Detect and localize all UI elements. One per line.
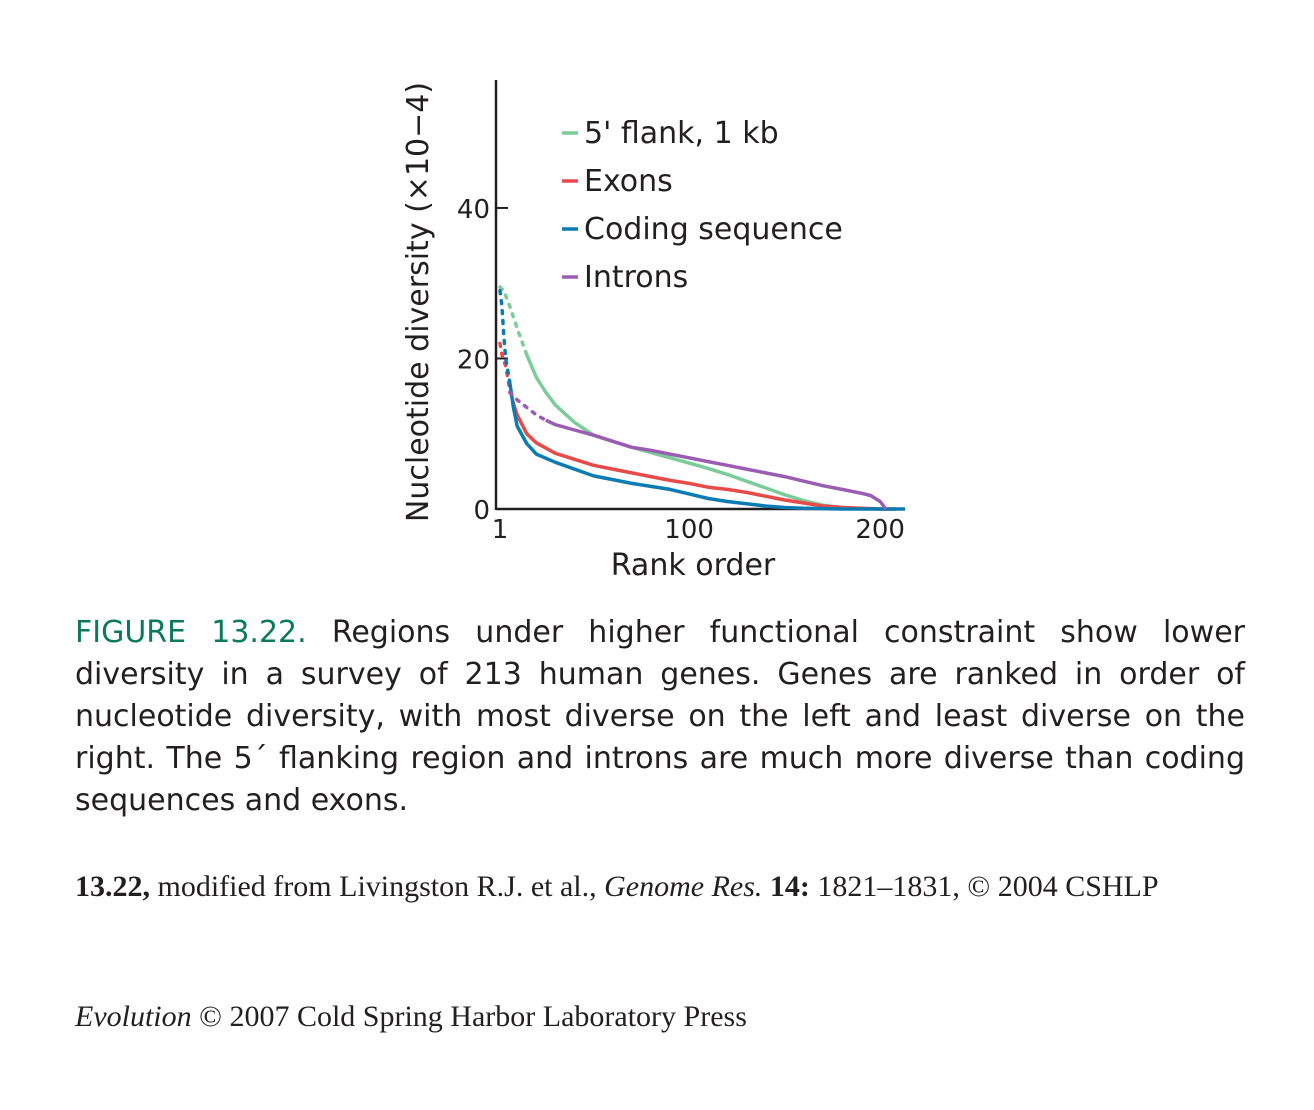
credit-journal: Genome Res.	[604, 870, 763, 903]
y-axis-label: Nucleotide diversity (×10−4)	[401, 82, 436, 522]
legend: 5' flank, 1 kb Exons Coding sequence Intron…	[562, 116, 843, 295]
footer-text: © 2007 Cold Spring Harbor Laboratory Pre…	[199, 1000, 747, 1033]
credit-text-after: 1821–1831, © 2004 CSHLP	[817, 870, 1159, 903]
legend-label: Exons	[584, 164, 673, 199]
y-tick-label: 40	[457, 195, 490, 225]
tick-group: 0 20 40 1 100 200	[457, 195, 905, 545]
series-0	[498, 285, 896, 511]
footer-copyright: Evolution © 2007 Cold Spring Harbor Labo…	[75, 996, 1245, 1038]
legend-label: Introns	[584, 260, 688, 295]
footer-book-title: Evolution	[75, 1000, 192, 1033]
x-tick-label: 200	[855, 515, 905, 545]
y-tick-label: 0	[473, 496, 490, 526]
credit-figure-number: 13.22,	[75, 870, 150, 903]
series-2	[498, 288, 905, 511]
caption-text: Regions under higher functional constrai…	[75, 615, 1245, 818]
series-line-dotted	[507, 390, 548, 422]
x-tick-label: 100	[664, 515, 714, 545]
credit-text-before: modified from Livingston R.J. et al.,	[157, 870, 597, 903]
y-tick-label: 20	[457, 345, 490, 375]
x-axis-label: Rank order	[611, 548, 776, 583]
legend-label: 5' flank, 1 kb	[584, 116, 779, 151]
source-credit: 13.22, modified from Livingston R.J. et …	[75, 866, 1245, 908]
credit-volume: 14:	[769, 870, 810, 903]
series-line	[511, 403, 896, 511]
x-tick-label: 1	[492, 515, 509, 545]
series-line-dotted	[498, 285, 529, 357]
series-line	[545, 418, 888, 511]
series-line-dotted	[498, 288, 512, 383]
figure-caption: FIGURE 13.22. Regions under higher funct…	[75, 612, 1245, 822]
series-3	[507, 390, 888, 511]
figure-label: FIGURE 13.22.	[75, 615, 307, 650]
series-line	[507, 380, 905, 511]
series-group	[498, 285, 905, 511]
nucleotide-diversity-chart: 0 20 40 1 100 200 5' flank, 1 kb Exons Coding s…	[401, 80, 905, 583]
legend-label: Coding sequence	[584, 212, 843, 247]
